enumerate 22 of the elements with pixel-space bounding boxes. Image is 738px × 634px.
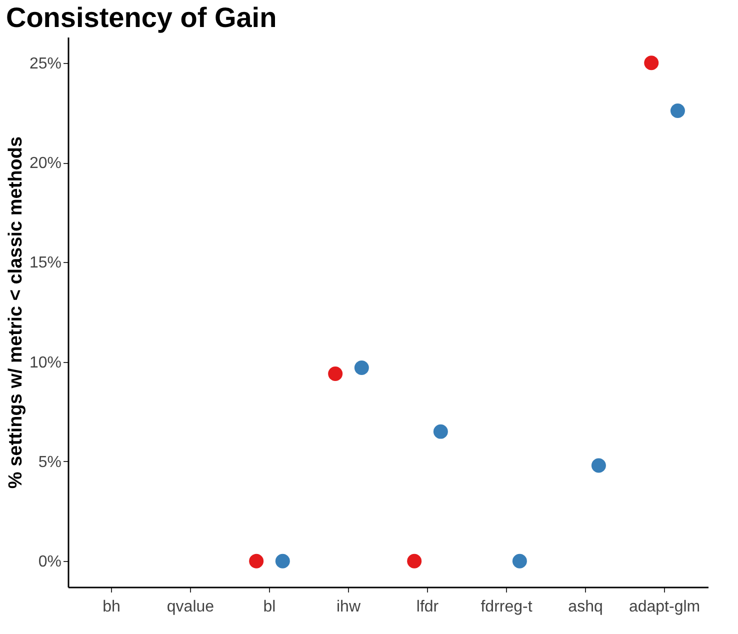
x-tick-label: bh: [102, 598, 120, 616]
point: [512, 554, 527, 568]
x-tick-label: lfdr: [416, 598, 440, 616]
y-tick-label: 15%: [29, 254, 62, 272]
point: [591, 458, 606, 473]
x-tick-label: qvalue: [166, 598, 214, 616]
y-tick-label: 5%: [38, 454, 62, 471]
y-tick-label: 0%: [38, 554, 62, 571]
point: [670, 104, 685, 118]
point: [354, 360, 369, 376]
x-tick-label: ihw: [336, 598, 361, 616]
point: [433, 424, 448, 439]
chart-title: Consistency of Gain: [6, 2, 277, 33]
x-tick-label: ashq: [568, 598, 603, 616]
x-tick-label: fdrreg-t: [480, 598, 533, 616]
x-tick-label: adapt-glm: [628, 598, 700, 616]
y-tick-label: 25%: [29, 55, 62, 72]
point: [275, 554, 290, 568]
y-axis-title: % settings w/ metric < classic methods: [5, 136, 26, 489]
y-tick-label: 10%: [29, 354, 62, 372]
x-tick-label: bl: [263, 598, 276, 616]
y-tick-label: 20%: [29, 155, 62, 172]
